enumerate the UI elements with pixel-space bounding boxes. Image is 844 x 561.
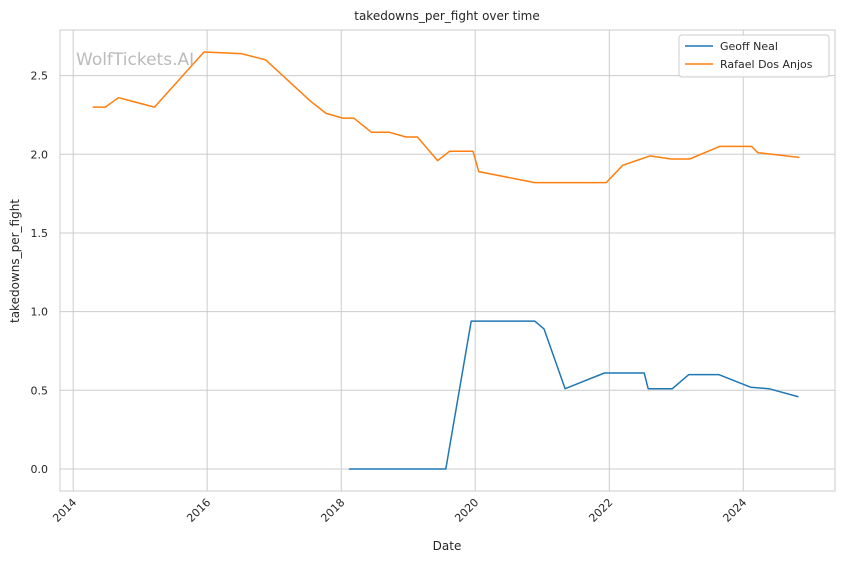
y-tick-label: 0.0 (31, 463, 49, 476)
y-tick-label: 2.5 (31, 70, 49, 83)
x-axis-label: Date (433, 539, 462, 553)
chart-title: takedowns_per_fight over time (354, 9, 540, 23)
plot-area (60, 30, 835, 491)
series-line-geoff-neal (348, 320, 799, 470)
legend-box (678, 34, 830, 78)
grid-lines (60, 30, 835, 491)
series-line-rafael-dos-anjos (92, 51, 800, 184)
plot-frame (59, 29, 836, 492)
y-tick-label: 1.5 (31, 227, 49, 240)
y-tick-label: 2.0 (31, 148, 49, 161)
y-tick-label: 1.0 (31, 306, 49, 319)
legend-label-rafael-dos-anjos: Rafael Dos Anjos (720, 58, 813, 71)
legend: Geoff Neal Rafael Dos Anjos (678, 34, 830, 78)
watermark: WolfTickets.AI (76, 50, 194, 70)
y-tick-label: 0.5 (31, 384, 49, 397)
y-axis-ticks: 0.0 0.5 1.0 1.5 2.0 2.5 (31, 70, 49, 476)
legend-label-geoff-neal: Geoff Neal (720, 40, 778, 53)
series-layer (92, 51, 800, 470)
y-axis-label: takedowns_per_fight (8, 199, 22, 323)
